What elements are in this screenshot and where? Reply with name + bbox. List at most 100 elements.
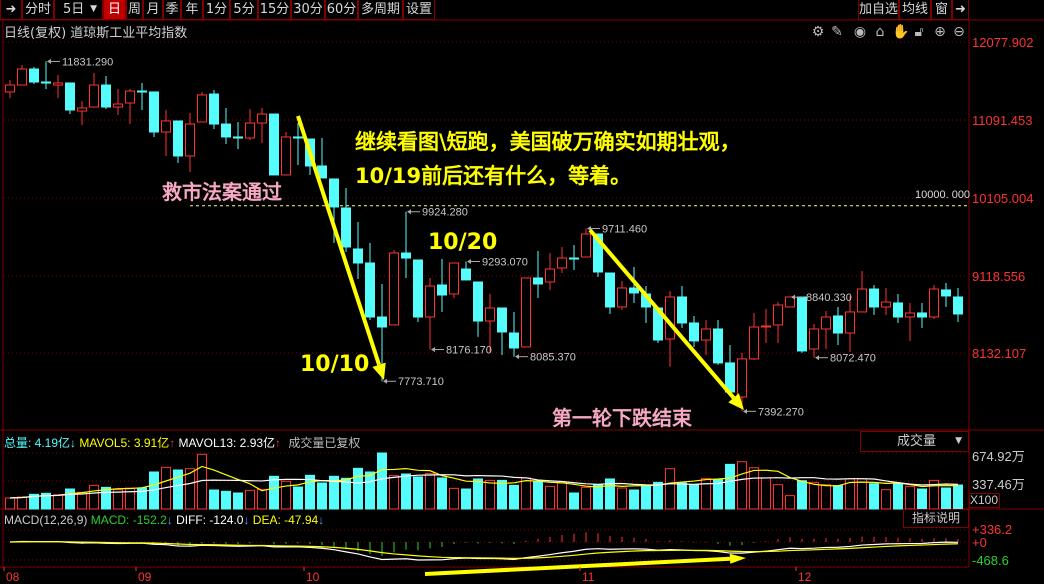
down-arrow-icon: ↓ <box>318 513 325 527</box>
lock-icon[interactable]: 🔓︎ <box>914 24 924 40</box>
annotation-comment-line2: 10/19前后还有什么，等着。 <box>355 164 632 188</box>
date-tick-label: 09 <box>138 570 152 584</box>
candle <box>149 91 159 133</box>
window-button[interactable]: 窗 <box>931 0 952 20</box>
pen-icon[interactable]: ✎ <box>831 24 843 40</box>
annotation-date-1010: 10/10 <box>300 352 370 377</box>
price-extreme-label: 8085.370 <box>530 352 576 364</box>
volume-bar <box>689 484 699 510</box>
price-extreme-label: 8176.170 <box>446 345 492 357</box>
candle <box>617 287 627 308</box>
chevron-down-icon[interactable]: ▼ <box>90 4 97 14</box>
tab-5day-label: 5日 <box>63 2 85 17</box>
indicator-help-button[interactable]: 指标说明 <box>903 509 969 528</box>
volume-bar <box>5 497 15 510</box>
volume-bar <box>581 486 591 510</box>
candle <box>677 296 687 324</box>
volume-bar <box>509 484 519 510</box>
tab-5day[interactable]: 5日 ▼ <box>54 0 103 20</box>
arrow-head-icon <box>383 378 387 384</box>
chart-title: 日线(复权) 道琼斯工业平均指数 <box>4 26 188 41</box>
arrow-head-icon <box>47 58 51 64</box>
candle <box>509 332 519 349</box>
tab-1min[interactable]: 1分 <box>203 0 230 20</box>
volume-bar <box>257 488 267 510</box>
tab-60min[interactable]: 60分 <box>325 0 358 20</box>
candle <box>17 68 27 86</box>
up-arrow-icon: ↑ <box>169 436 176 450</box>
volume-bar <box>773 484 783 510</box>
candle <box>353 248 363 264</box>
settings-icon[interactable]: ⚙ <box>811 24 825 40</box>
volume-bar <box>65 488 75 510</box>
candle <box>605 272 615 308</box>
trend-arrow-2-head-icon <box>728 393 744 410</box>
candle <box>713 328 723 364</box>
volume-bar <box>785 495 795 510</box>
volume-bar <box>425 473 435 510</box>
candle <box>41 81 51 84</box>
volume-bar <box>449 487 459 510</box>
candle <box>53 82 63 86</box>
candle <box>425 285 435 318</box>
macd-value: MACD: -152.2 <box>90 513 167 527</box>
tab-daily[interactable]: 日 <box>103 0 126 20</box>
candle <box>773 304 783 326</box>
volume-tick: 674.92万 <box>972 449 1025 464</box>
candle <box>5 84 15 93</box>
tab-30min[interactable]: 30分 <box>291 0 325 20</box>
candle <box>125 90 135 104</box>
candle <box>137 90 147 93</box>
volume-multiplier: X100 <box>969 493 1000 508</box>
macd-name: MACD(12,26,9) <box>4 513 88 527</box>
volume-legend: 总量: 4.19亿↓ MAVOL5: 3.91亿↑ MAVOL13: 2.93亿… <box>4 434 360 451</box>
candle <box>341 207 351 248</box>
eye-icon[interactable]: ◉ <box>853 24 867 40</box>
volume-bar <box>89 484 99 510</box>
candle <box>941 289 951 297</box>
volume-bar <box>629 489 639 510</box>
candle <box>449 262 459 295</box>
candle <box>953 296 963 315</box>
arrow-head-icon <box>467 258 471 264</box>
candle <box>233 136 243 139</box>
candle <box>785 296 795 308</box>
mavol5-line <box>9 465 959 499</box>
moving-average-button[interactable]: 均线 <box>899 0 931 20</box>
volume-bar <box>797 480 807 510</box>
candle <box>257 113 267 124</box>
indicator-selector[interactable]: 成交量 ▼ <box>860 431 969 452</box>
zoom-in-icon[interactable]: ⊕ <box>934 24 946 40</box>
candle <box>917 312 927 318</box>
diff-line <box>9 540 959 561</box>
candle <box>521 277 531 348</box>
candle <box>905 312 915 318</box>
down-arrow-icon: ↓ <box>166 513 173 527</box>
arrow-head-icon <box>431 347 435 353</box>
volume-bar <box>701 478 711 510</box>
candle <box>221 123 231 138</box>
volume-bar <box>341 477 351 510</box>
tab-weekly[interactable]: 周 <box>126 0 143 20</box>
zoom-out-icon[interactable]: ⊖ <box>953 24 965 40</box>
volume-bar <box>485 479 495 510</box>
candle <box>77 107 87 112</box>
macd-trend-arrow-head-icon <box>729 553 746 564</box>
macd-tick: +336.2 <box>972 522 1013 537</box>
candle <box>437 284 447 296</box>
volume-bar <box>521 477 531 510</box>
candle <box>401 252 411 259</box>
tab-quarterly[interactable]: 季 <box>163 0 181 20</box>
candle <box>113 103 123 108</box>
arrow-head-icon <box>515 354 519 360</box>
hand-icon[interactable]: ✋ <box>892 24 910 40</box>
tab-15min[interactable]: 15分 <box>258 0 291 20</box>
date-tick-label: 08 <box>6 570 20 584</box>
candle <box>185 123 195 157</box>
tab-yearly[interactable]: 年 <box>181 0 203 20</box>
volume-bar <box>365 471 375 510</box>
volume-bar <box>17 496 27 510</box>
candle <box>893 302 903 318</box>
toolbox-icon[interactable]: ⌂ <box>875 24 885 40</box>
